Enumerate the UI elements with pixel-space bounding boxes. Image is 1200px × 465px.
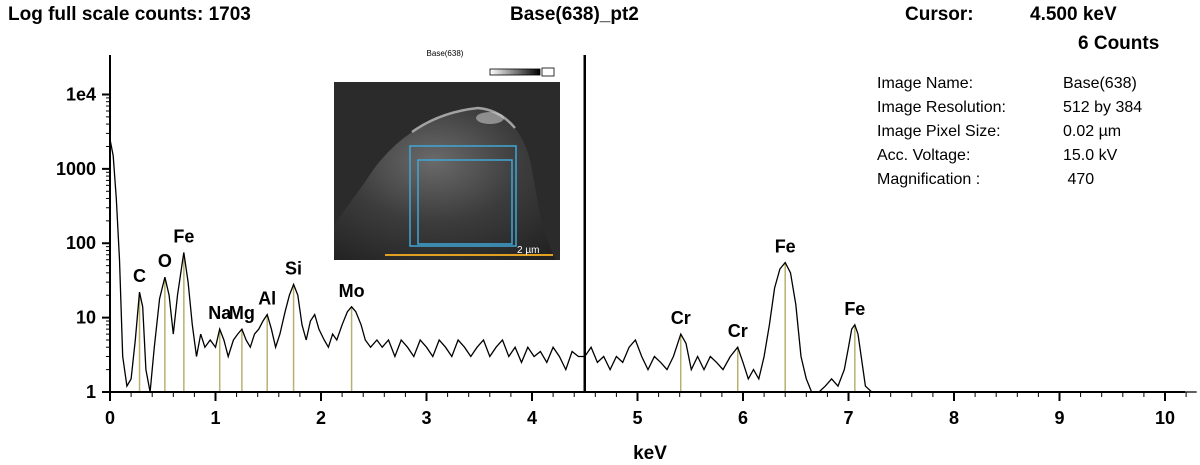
x-tick-label: 5 bbox=[632, 408, 642, 428]
info-value: 15.0 kV bbox=[1063, 147, 1118, 164]
info-row: Image Pixel Size: 0.02 µm bbox=[877, 120, 1142, 144]
element-markers bbox=[138, 252, 856, 392]
info-key: Acc. Voltage: bbox=[877, 147, 971, 164]
x-ticks: 0 1 2 3 4 5 6 7 8 9 10 bbox=[105, 392, 1187, 428]
sem-highlight bbox=[476, 112, 504, 124]
element-label-fe: Fe bbox=[173, 227, 194, 247]
y-tick-label: 1e4 bbox=[66, 84, 96, 104]
info-value: 0.02 µm bbox=[1063, 123, 1122, 140]
element-label-fe: Fe bbox=[844, 299, 865, 319]
inset-region-outer[interactable] bbox=[409, 145, 517, 247]
y-tick-label: 1 bbox=[86, 382, 96, 402]
element-label-na: Na bbox=[208, 303, 232, 323]
element-label-cr: Cr bbox=[728, 321, 748, 341]
y-tick-label: 1000 bbox=[56, 159, 96, 179]
cursor-label: Cursor: bbox=[905, 4, 974, 25]
info-row: Image Resolution: 512 by 384 bbox=[877, 96, 1142, 120]
inset-slider-handle[interactable] bbox=[541, 67, 555, 77]
element-label-o: O bbox=[158, 251, 172, 271]
sem-inset: Base(638) 2 µm bbox=[334, 49, 560, 260]
x-axis-label: keV bbox=[633, 443, 667, 464]
info-row: Image Name: Base(638) bbox=[877, 72, 1142, 96]
element-label-al: Al bbox=[258, 289, 276, 309]
inset-scale-label: 2 µm bbox=[517, 245, 539, 256]
element-label-c: C bbox=[133, 266, 146, 286]
info-key: Image Pixel Size: bbox=[877, 123, 1001, 140]
element-label-si: Si bbox=[285, 258, 302, 278]
info-value: 470 bbox=[1063, 171, 1095, 188]
inset-intensity-bar bbox=[489, 68, 541, 76]
x-tick-label: 0 bbox=[105, 408, 115, 428]
x-tick-label: 6 bbox=[738, 408, 748, 428]
cursor-value: 4.500 keV bbox=[1030, 4, 1117, 25]
element-label-fe: Fe bbox=[775, 237, 796, 257]
image-info-panel: Image Name: Base(638) Image Resolution: 51… bbox=[877, 72, 1142, 192]
inset-title: Base(638) bbox=[427, 49, 464, 58]
info-key: Magnification : bbox=[877, 171, 981, 188]
element-label-cr: Cr bbox=[671, 308, 691, 328]
x-tick-label: 9 bbox=[1054, 408, 1064, 428]
element-label-mg: Mg bbox=[229, 303, 255, 323]
info-value: Base(638) bbox=[1063, 75, 1137, 92]
inset-region-inner[interactable] bbox=[417, 159, 513, 245]
info-key: Image Resolution: bbox=[877, 99, 1006, 116]
x-tick-label: 4 bbox=[527, 408, 537, 428]
x-tick-label: 1 bbox=[210, 408, 220, 428]
cursor-counts: 6 Counts bbox=[1078, 33, 1160, 54]
inset-overlay bbox=[409, 145, 517, 247]
info-row: Acc. Voltage: 15.0 kV bbox=[877, 144, 1142, 168]
element-label-mo: Mo bbox=[339, 281, 365, 301]
spectrum-title: Base(638)_pt2 bbox=[510, 4, 639, 25]
spectrum-line bbox=[109, 139, 1197, 393]
info-key: Image Name: bbox=[877, 75, 974, 92]
y-tick-label: 10 bbox=[76, 308, 96, 328]
y-tick-label: 100 bbox=[66, 233, 96, 253]
y-ticks: 1 10 100 1000 1e4 bbox=[56, 84, 110, 402]
info-row: Magnification : 470 bbox=[877, 168, 1142, 192]
x-tick-label: 7 bbox=[843, 408, 853, 428]
x-tick-label: 3 bbox=[421, 408, 431, 428]
x-tick-label: 10 bbox=[1155, 408, 1175, 428]
x-tick-label: 8 bbox=[949, 408, 959, 428]
x-tick-label: 2 bbox=[316, 408, 326, 428]
scale-label: Log full scale counts: 1703 bbox=[8, 4, 251, 25]
info-value: 512 by 384 bbox=[1063, 99, 1143, 116]
sem-particle-edge bbox=[411, 106, 516, 134]
